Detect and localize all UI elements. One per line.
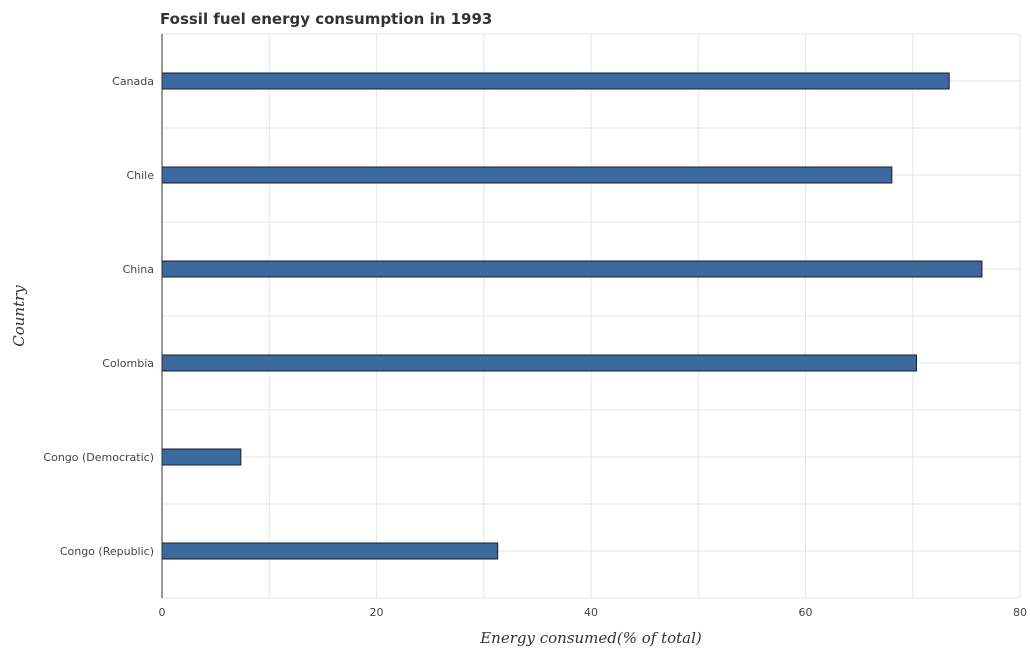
x-tick-label: 0 [159,606,166,619]
y-tick-label: Colombia [102,357,154,370]
y-tick-label: Congo (Republic) [60,545,154,558]
x-tick-label: 80 [1013,606,1027,619]
y-axis-label: Country [10,285,28,347]
chart-title: Fossil fuel energy consumption in 1993 [160,10,492,28]
y-tick-label: Chile [126,169,154,182]
bar-colombia [161,354,918,372]
bar-chile [161,166,893,184]
bar-congo-democratic [161,448,242,466]
x-tick-label: 40 [584,606,598,619]
y-tick-label: China [123,263,154,276]
bar-canada [161,72,950,90]
y-tick-label: Canada [112,75,154,88]
tick-labels: Canada Chile China Colombia Congo (Democrati… [43,34,1027,619]
bar-congo-republic [161,542,499,560]
x-axis-label: Energy consumed(% of total) [479,629,702,647]
bar-china [161,260,983,278]
grid [161,33,1021,599]
x-tick-label: 20 [370,606,384,619]
y-tick-label: Congo (Democratic) [43,451,154,464]
x-tick-label: 60 [799,606,813,619]
